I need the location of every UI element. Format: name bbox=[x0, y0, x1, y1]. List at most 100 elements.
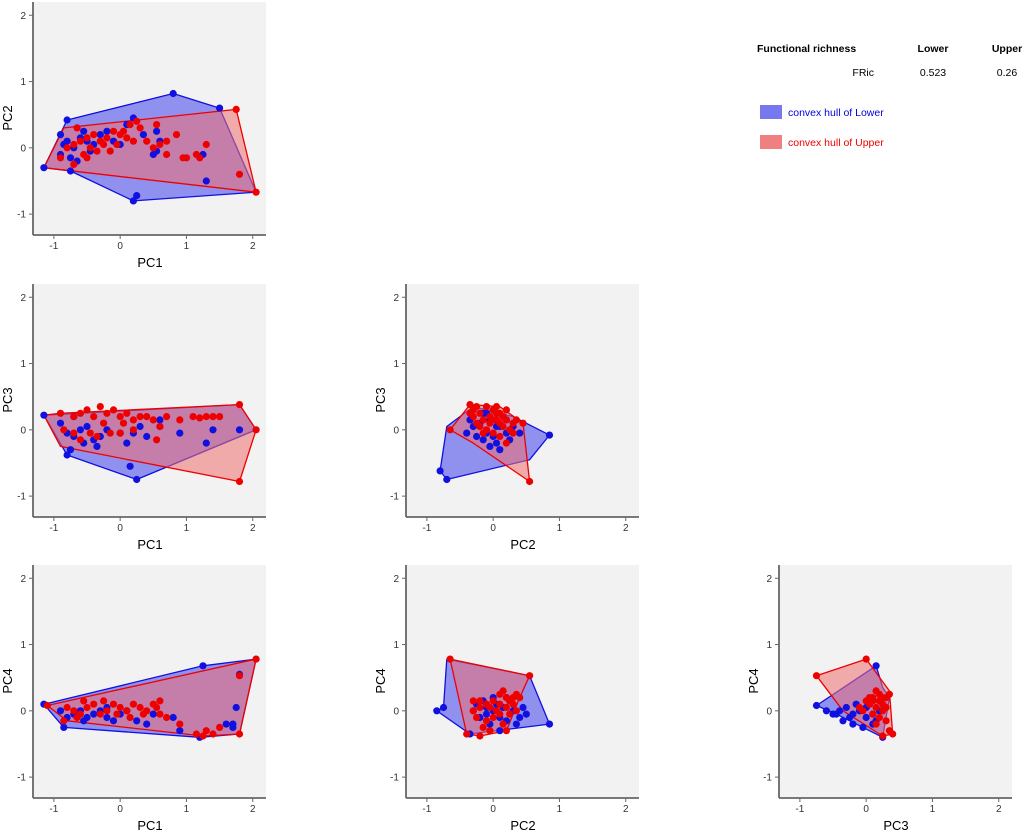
point-lower bbox=[139, 131, 147, 139]
point-upper bbox=[83, 134, 91, 142]
point-upper bbox=[235, 170, 244, 178]
point-lower bbox=[519, 703, 527, 712]
x-tick-label: 1 bbox=[930, 804, 936, 815]
table-cell-lower: 0.523 bbox=[920, 67, 946, 79]
point-lower bbox=[63, 116, 71, 124]
y-tick-label: 0 bbox=[20, 143, 26, 154]
point-upper bbox=[473, 713, 481, 722]
point-upper bbox=[519, 419, 527, 427]
point-upper bbox=[109, 700, 118, 708]
point-lower bbox=[482, 710, 491, 718]
y-axis-title: PC3 bbox=[373, 387, 388, 412]
point-upper bbox=[476, 732, 484, 740]
point-upper bbox=[502, 694, 510, 702]
point-upper bbox=[149, 416, 157, 424]
scatter-panel-pc3-pc4: -1 0 1 2 -1 0 1 2 PC3 PC4 bbox=[746, 565, 1012, 830]
point-lower bbox=[90, 710, 98, 718]
point-lower bbox=[133, 475, 141, 484]
x-tick-label: -1 bbox=[422, 523, 431, 534]
point-upper bbox=[486, 727, 494, 735]
x-tick-label: -1 bbox=[795, 804, 804, 815]
y-tick-label: 1 bbox=[20, 359, 26, 370]
point-upper bbox=[875, 713, 884, 722]
point-lower bbox=[133, 717, 141, 725]
point-upper bbox=[176, 720, 184, 728]
y-tick-label: -1 bbox=[763, 773, 772, 784]
point-lower bbox=[849, 720, 857, 728]
point-lower bbox=[169, 89, 177, 98]
point-lower bbox=[40, 411, 48, 419]
point-upper bbox=[73, 124, 81, 132]
point-lower bbox=[169, 713, 177, 722]
point-lower bbox=[202, 177, 210, 185]
panel-background bbox=[407, 284, 639, 516]
point-upper bbox=[502, 703, 510, 712]
point-upper bbox=[872, 720, 880, 728]
x-axis-title: PC1 bbox=[137, 537, 162, 552]
point-upper bbox=[192, 150, 200, 159]
point-upper bbox=[109, 127, 118, 135]
y-tick-label: -1 bbox=[390, 492, 399, 503]
x-tick-label: -1 bbox=[49, 804, 58, 815]
point-lower bbox=[153, 127, 161, 135]
point-lower bbox=[109, 717, 118, 725]
point-lower bbox=[436, 467, 444, 475]
point-upper bbox=[199, 732, 207, 740]
y-tick-label: 1 bbox=[20, 77, 26, 88]
y-tick-label: 2 bbox=[20, 293, 26, 304]
point-lower bbox=[229, 723, 237, 732]
point-upper bbox=[70, 160, 78, 168]
point-upper bbox=[492, 707, 501, 715]
point-upper bbox=[512, 416, 521, 424]
point-upper bbox=[872, 687, 880, 695]
legend-swatch-lower bbox=[760, 105, 782, 119]
point-upper bbox=[123, 409, 131, 417]
point-upper bbox=[885, 727, 894, 735]
y-tick-label: 0 bbox=[766, 706, 772, 717]
point-upper bbox=[446, 655, 454, 663]
point-upper bbox=[113, 140, 121, 149]
point-upper bbox=[73, 713, 81, 722]
point-upper bbox=[216, 723, 224, 732]
point-upper bbox=[106, 147, 114, 155]
y-tick-label: 0 bbox=[20, 706, 26, 717]
y-tick-label: 2 bbox=[20, 574, 26, 585]
point-upper bbox=[100, 140, 108, 149]
point-upper bbox=[252, 188, 260, 196]
point-lower bbox=[235, 426, 244, 434]
point-lower bbox=[80, 717, 88, 725]
x-axis-title: PC2 bbox=[510, 537, 535, 552]
point-upper bbox=[476, 422, 484, 431]
point-upper bbox=[862, 655, 870, 663]
point-upper bbox=[100, 697, 108, 705]
point-upper bbox=[163, 713, 171, 722]
point-lower bbox=[156, 416, 164, 424]
point-upper bbox=[196, 414, 204, 422]
point-upper bbox=[872, 703, 880, 712]
point-lower bbox=[812, 701, 821, 710]
point-upper bbox=[479, 723, 487, 732]
x-tick-label: 1 bbox=[184, 241, 190, 252]
point-upper bbox=[476, 409, 484, 417]
legend-label-lower: convex hull of Lower bbox=[788, 107, 884, 119]
point-upper bbox=[96, 710, 104, 718]
point-lower bbox=[439, 703, 448, 712]
point-lower bbox=[56, 707, 65, 715]
y-tick-label: 2 bbox=[393, 574, 399, 585]
point-lower bbox=[202, 439, 210, 447]
point-upper bbox=[93, 432, 101, 441]
point-lower bbox=[129, 197, 137, 205]
point-upper bbox=[252, 426, 260, 434]
point-upper bbox=[512, 707, 521, 715]
point-upper bbox=[879, 732, 887, 740]
point-upper bbox=[86, 429, 94, 437]
scatter-panel-pc2-pc3: -1 0 1 2 -1 0 1 2 PC2 PC3 bbox=[373, 284, 639, 552]
point-lower bbox=[496, 727, 504, 735]
point-upper bbox=[139, 710, 147, 718]
point-upper bbox=[133, 117, 141, 125]
point-upper bbox=[56, 409, 65, 417]
point-lower bbox=[473, 432, 481, 441]
point-upper bbox=[119, 419, 128, 427]
point-upper bbox=[60, 426, 68, 434]
y-tick-label: 0 bbox=[393, 425, 399, 436]
